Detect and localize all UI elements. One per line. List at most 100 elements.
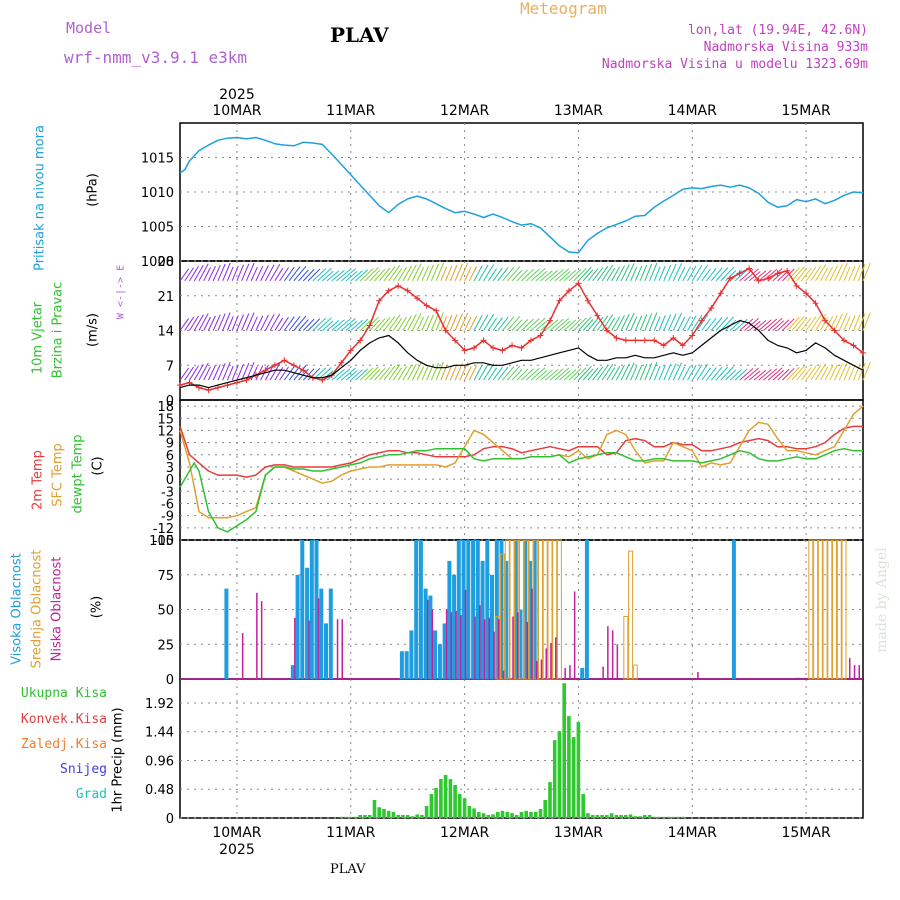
wind-arrow xyxy=(554,367,570,381)
temperature-tick-label: 18 xyxy=(157,400,174,415)
wind-arrow xyxy=(800,317,812,331)
bottom-day-label: 10MAR xyxy=(212,825,261,841)
wind-arrow xyxy=(525,367,540,381)
wind-arrow xyxy=(511,319,523,331)
temperature-tick-label: -6 xyxy=(161,497,174,512)
temperature-tick-label: 6 xyxy=(166,449,174,464)
wind-arrow xyxy=(744,367,759,381)
wind-arrow xyxy=(691,364,703,381)
wind-arrow xyxy=(388,364,401,381)
temperature-tick-label: -12 xyxy=(153,522,174,537)
wind-arrow xyxy=(815,363,827,381)
wind-arrow xyxy=(260,314,269,331)
wind-arrow xyxy=(473,265,483,282)
wind-arrow xyxy=(411,263,422,282)
wind-arrow xyxy=(701,268,711,282)
wind-arrow xyxy=(568,269,582,282)
wind-arrow xyxy=(810,265,822,282)
wind-arrow xyxy=(734,269,748,282)
precip-tick-label: 1.44 xyxy=(145,726,174,741)
wind-arrow xyxy=(843,366,851,381)
precip-conv-label: Konvek.Kisa xyxy=(20,712,107,727)
pressure-tick-label: 1010 xyxy=(141,186,174,201)
wind-speed-marker xyxy=(546,317,553,324)
precip-total-bar xyxy=(382,809,386,818)
top-day-label: 12MAR xyxy=(440,103,489,119)
wind-arrow xyxy=(516,269,529,282)
precip-total-bar xyxy=(424,806,429,818)
wind-speed-marker xyxy=(822,317,829,324)
wind-arrow xyxy=(753,369,767,381)
precip-total-bar xyxy=(519,812,524,818)
wind-arrow xyxy=(720,316,735,331)
wind-arrow xyxy=(407,363,417,381)
cloud-high-bar xyxy=(314,540,319,679)
wind-arrow xyxy=(483,363,495,381)
wind-arrow xyxy=(687,365,697,381)
wind-arrow xyxy=(279,267,289,282)
wind-arrow xyxy=(649,361,658,381)
wind-arrow xyxy=(293,315,307,331)
precip-total-bar xyxy=(458,794,462,818)
precip-total-bar xyxy=(633,816,638,818)
precip-total-bar xyxy=(391,812,396,818)
wind-speed-marker xyxy=(850,342,857,349)
precip-total-bar xyxy=(657,816,661,818)
wind-arrow xyxy=(184,366,195,381)
wind-arrow xyxy=(264,264,275,282)
wind-speed-marker xyxy=(575,280,582,287)
wind-arrow xyxy=(478,314,489,331)
wind-arrow xyxy=(857,313,866,331)
wind-speed-marker xyxy=(793,282,800,289)
precip-total-bar xyxy=(586,813,590,818)
cloud-mid-bar xyxy=(822,539,828,680)
pressure-tick-label: 1005 xyxy=(141,221,174,236)
cloud-mid-bar xyxy=(836,539,842,680)
wind-arrow xyxy=(260,265,269,282)
wind-arrow xyxy=(217,313,226,331)
wind-arrow xyxy=(464,366,472,381)
wind-arrow xyxy=(217,263,226,282)
wind-arrow xyxy=(473,364,483,381)
wind-arrow xyxy=(241,263,250,282)
wind-arrow xyxy=(317,267,332,282)
wind-arrow xyxy=(355,269,369,282)
wind-arrow xyxy=(706,267,717,282)
cloud-low-bar xyxy=(474,616,476,679)
wind-arrow xyxy=(791,315,805,331)
wind-arrow xyxy=(658,265,666,282)
wind-arrow xyxy=(834,363,843,381)
wind-speed-marker xyxy=(300,367,307,374)
cloud-high-bar xyxy=(475,540,480,679)
cloud-low-bar xyxy=(849,658,851,679)
cloud-low-bar xyxy=(545,648,547,679)
temperature-tick-label: 9 xyxy=(166,437,174,452)
wind-arrow xyxy=(720,366,735,381)
cloud-mid-bar xyxy=(628,550,634,680)
precip-total-bar xyxy=(652,816,657,818)
wind-arrow xyxy=(374,367,386,381)
precip-total-bar xyxy=(538,809,543,818)
wind-speed-marker xyxy=(841,337,848,344)
wind-arrow xyxy=(468,315,478,331)
wind-arrow xyxy=(853,314,861,331)
wind-arrow xyxy=(649,262,658,282)
precip-tick-label: 0 xyxy=(166,812,174,827)
wind-arrow xyxy=(824,316,834,331)
wind-arrow xyxy=(739,368,754,381)
wind-arrow xyxy=(298,368,309,381)
lonlat-info: lon,lat (19.94E, 42.6N) xyxy=(687,23,868,38)
wind-arrow xyxy=(283,266,295,282)
precip-total-bar xyxy=(681,816,685,818)
cloud-high-bar xyxy=(523,540,528,679)
wind-arrow xyxy=(274,367,284,381)
wind-arrow xyxy=(487,367,498,381)
wind-arrow xyxy=(715,366,729,381)
wind-arrow xyxy=(540,369,553,381)
wind-arrow xyxy=(834,264,843,282)
wind-arrow xyxy=(563,270,577,282)
wind-speed-marker xyxy=(357,337,364,344)
wind-speed-marker xyxy=(271,362,278,369)
wind-arrow xyxy=(449,364,458,381)
wind-arrow xyxy=(445,364,453,381)
